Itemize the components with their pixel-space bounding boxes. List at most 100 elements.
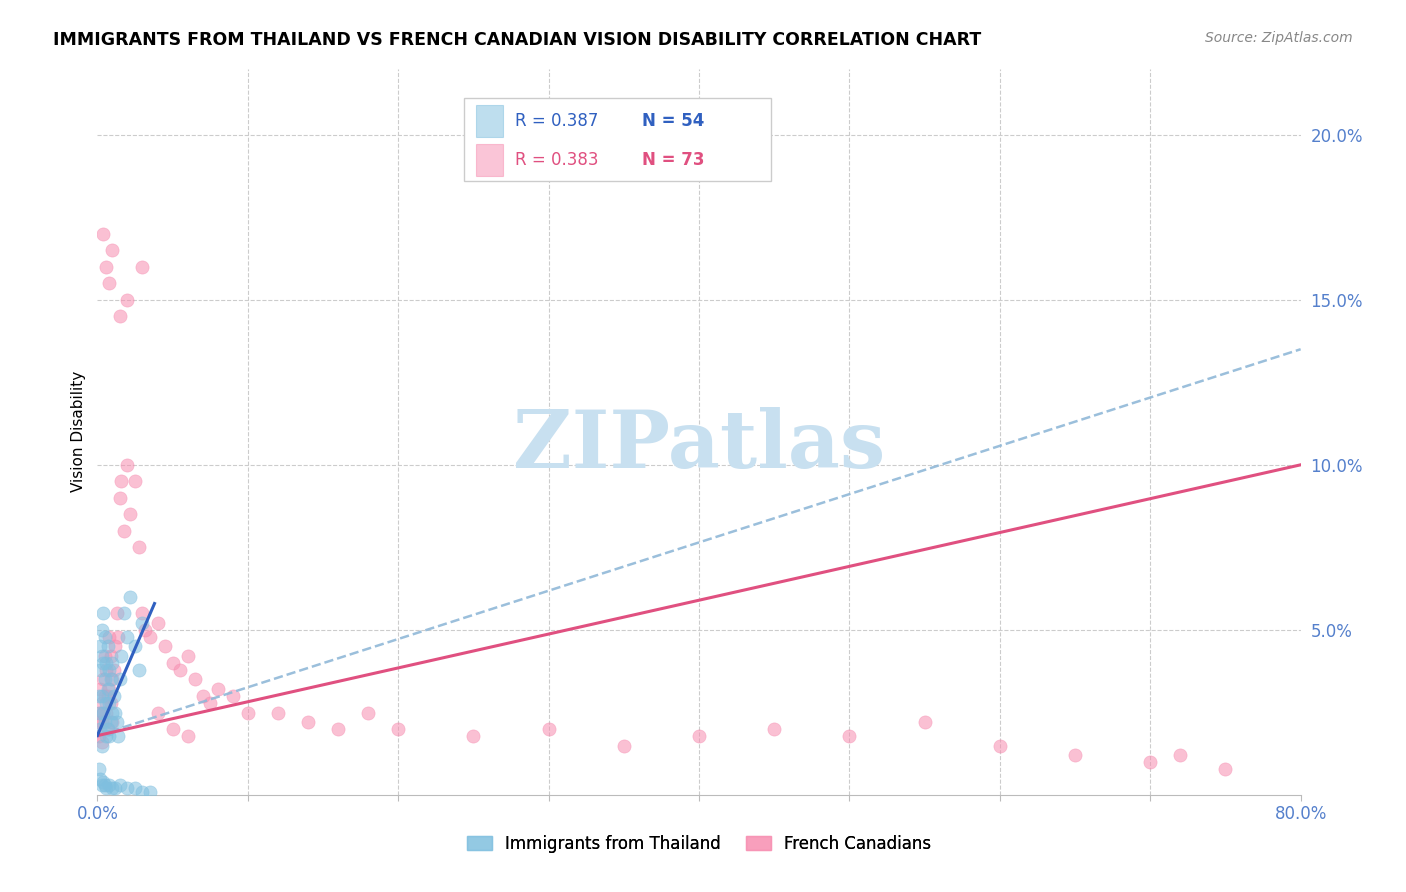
Point <box>100 696 122 710</box>
Point <box>176 649 198 664</box>
Point <box>93 706 115 720</box>
Point <box>326 722 349 736</box>
Point <box>267 706 290 720</box>
Point <box>100 715 122 730</box>
Point <box>94 649 117 664</box>
Point <box>110 475 132 489</box>
Point <box>93 706 115 720</box>
Point <box>94 673 117 687</box>
Text: R = 0.383: R = 0.383 <box>515 152 599 169</box>
Point <box>98 778 121 792</box>
Point <box>463 729 485 743</box>
Text: ZIPatlas: ZIPatlas <box>513 408 886 485</box>
Point <box>124 640 146 654</box>
Point <box>184 673 207 687</box>
Point <box>108 309 131 323</box>
Point <box>101 781 124 796</box>
Text: N = 73: N = 73 <box>643 152 704 169</box>
Point <box>90 696 112 710</box>
Point <box>134 623 156 637</box>
Point <box>101 656 124 670</box>
Point <box>191 689 214 703</box>
Point <box>94 630 117 644</box>
FancyBboxPatch shape <box>477 145 503 176</box>
Point <box>90 778 112 792</box>
Point <box>96 663 118 677</box>
Point <box>93 656 115 670</box>
Point <box>94 689 117 703</box>
Point <box>97 682 120 697</box>
Point <box>101 715 124 730</box>
Point <box>387 722 409 736</box>
Point <box>988 739 1011 753</box>
Point <box>89 722 111 736</box>
Point <box>1215 762 1237 776</box>
Point <box>87 729 110 743</box>
Point <box>89 682 111 697</box>
Point <box>93 607 115 621</box>
Point <box>103 689 125 703</box>
Text: Source: ZipAtlas.com: Source: ZipAtlas.com <box>1205 31 1353 45</box>
Point <box>207 682 229 697</box>
Point <box>96 729 118 743</box>
Point <box>96 781 118 796</box>
Point <box>120 590 142 604</box>
Point <box>94 715 117 730</box>
Point <box>236 706 259 720</box>
Point <box>93 775 115 789</box>
Point <box>103 663 125 677</box>
Point <box>105 715 128 730</box>
Point <box>108 673 131 687</box>
Point <box>98 682 121 697</box>
Point <box>100 649 122 664</box>
Point <box>87 706 110 720</box>
Point <box>128 663 150 677</box>
Point <box>139 630 162 644</box>
Point <box>117 781 139 796</box>
Point <box>97 640 120 654</box>
Point <box>131 607 153 621</box>
Point <box>357 706 380 720</box>
Point <box>96 260 118 274</box>
Point <box>101 243 124 257</box>
Point <box>110 649 132 664</box>
FancyBboxPatch shape <box>464 97 772 181</box>
Point <box>107 729 129 743</box>
Point <box>93 673 115 687</box>
Point <box>139 785 162 799</box>
Point <box>146 616 169 631</box>
Point <box>98 630 121 644</box>
Point <box>763 722 786 736</box>
Point <box>108 491 131 505</box>
Point <box>108 778 131 792</box>
Point <box>90 623 112 637</box>
Point <box>104 706 127 720</box>
Point <box>97 722 120 736</box>
Point <box>87 715 110 730</box>
Legend: Immigrants from Thailand, French Canadians: Immigrants from Thailand, French Canadia… <box>460 828 938 859</box>
Point <box>162 656 184 670</box>
Point <box>838 729 860 743</box>
Point <box>124 781 146 796</box>
Point <box>98 696 121 710</box>
Point <box>98 663 121 677</box>
Point <box>914 715 936 730</box>
Point <box>90 715 112 730</box>
Point <box>96 656 118 670</box>
Point <box>100 673 122 687</box>
Point <box>162 722 184 736</box>
Point <box>90 649 112 664</box>
Point <box>117 293 139 307</box>
Point <box>101 706 124 720</box>
Y-axis label: Vision Disability: Vision Disability <box>72 371 86 492</box>
Point <box>97 689 120 703</box>
Point <box>104 781 127 796</box>
Text: IMMIGRANTS FROM THAILAND VS FRENCH CANADIAN VISION DISABILITY CORRELATION CHART: IMMIGRANTS FROM THAILAND VS FRENCH CANAD… <box>53 31 981 49</box>
Point <box>688 729 710 743</box>
FancyBboxPatch shape <box>477 105 503 136</box>
Point <box>1064 748 1087 763</box>
Point <box>107 630 129 644</box>
Point <box>90 739 112 753</box>
Point <box>97 722 120 736</box>
Point <box>89 772 111 786</box>
